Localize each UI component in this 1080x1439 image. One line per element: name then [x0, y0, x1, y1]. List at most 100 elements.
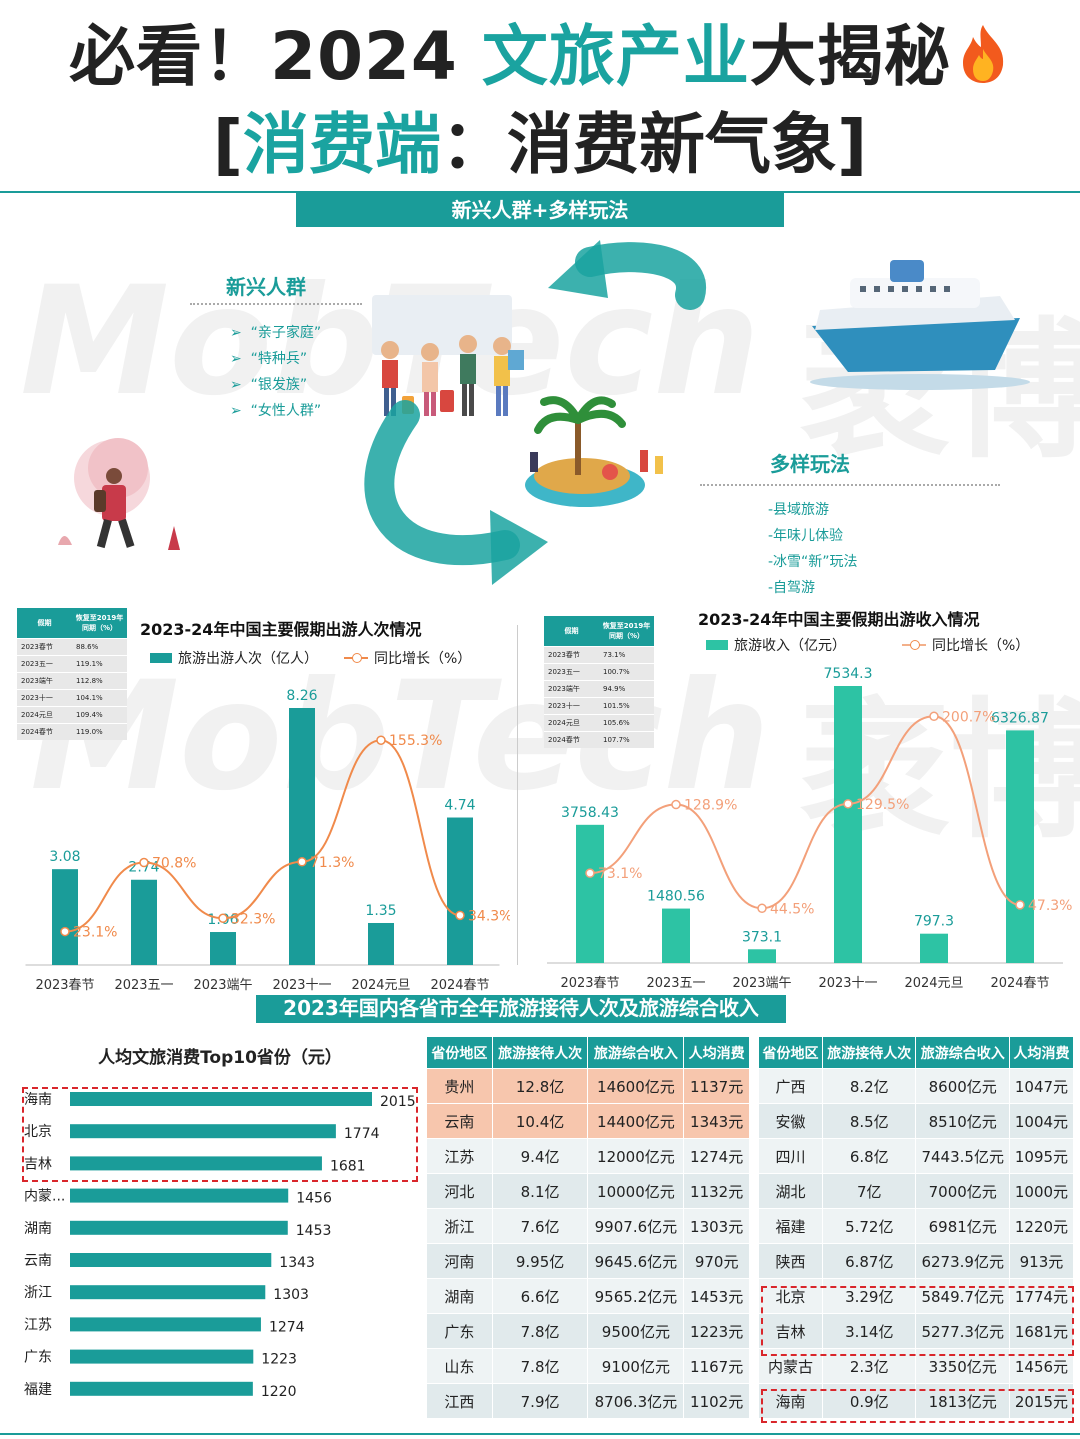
table-cell: 94.9%	[599, 679, 654, 697]
bar-value-label: 7534.3	[824, 666, 873, 682]
table-cell: 7.6亿	[491, 1208, 589, 1244]
bar	[834, 686, 862, 963]
table-cell: 8600亿元	[915, 1068, 1010, 1104]
page-subtitle: [消费端：消费新气象]	[0, 100, 1080, 190]
table-row: 2023十一 101.5%	[544, 696, 654, 714]
table-cell: 9500亿元	[587, 1313, 685, 1349]
table-header: 省份地区	[757, 1036, 824, 1069]
table-row: 山东 7.8亿 9100亿元 1167元	[426, 1348, 750, 1384]
table-cell: 14400亿元	[587, 1103, 685, 1139]
play-list: -县域旅游 -年味儿体验 -冰雪“新”玩法 -自驾游	[768, 497, 858, 601]
table-row: 2023端午 94.9%	[544, 679, 654, 697]
dotted-divider	[190, 303, 362, 305]
section-banner: 新兴人群+多样玩法	[296, 193, 784, 227]
table-cell: 105.6%	[599, 713, 654, 731]
growth-point	[757, 903, 767, 914]
table-row: 广西 8.2亿 8600亿元 1047元	[757, 1068, 1075, 1104]
island-illustration	[525, 396, 663, 507]
table-row: 四川 6.8亿 7443.5亿元 1095元	[757, 1138, 1075, 1174]
table-cell: 2023春节	[17, 637, 72, 655]
chart2-legend: 旅游收入（亿元） 同比增长（%）	[706, 635, 1029, 655]
table-cell: 江苏	[426, 1138, 493, 1174]
table-cell: 2023五一	[544, 662, 599, 680]
y-tick-label: 福建	[24, 1382, 52, 1398]
table-cell: 9565.2亿元	[587, 1278, 685, 1314]
x-tick-label: 2024元旦	[351, 978, 410, 993]
table-cell: 2024春节	[544, 730, 599, 748]
highlight-box	[22, 1087, 418, 1182]
table-cell: 山东	[426, 1348, 493, 1384]
y-tick-label: 海南	[24, 1092, 52, 1108]
table-row: 贵州 12.8亿 14600亿元 1137元	[426, 1068, 750, 1104]
table-header: 假期	[544, 616, 599, 646]
growth-point	[1015, 900, 1025, 910]
table-cell: 9.4亿	[491, 1138, 589, 1174]
x-tick-label: 2023五一	[646, 976, 705, 991]
list-item-text: “银发族”	[250, 377, 308, 393]
bar	[70, 1092, 372, 1106]
table-row: 福建 5.72亿 6981亿元 1220元	[757, 1208, 1075, 1244]
table-cell: 1137元	[683, 1068, 750, 1104]
table-cell: 9.95亿	[491, 1243, 589, 1279]
list-item: ➢ “女性人群”	[230, 403, 322, 419]
table-header: 假期	[17, 608, 72, 638]
table-cell: 9100亿元	[587, 1348, 685, 1384]
table-cell: 广西	[757, 1068, 824, 1104]
table-header: 旅游综合收入	[915, 1036, 1010, 1069]
table-cell: 5849.7亿元	[915, 1278, 1010, 1314]
divider	[0, 1433, 1080, 1435]
bar-value-label: 1774	[344, 1126, 380, 1142]
cycle-arrows-icon	[364, 240, 706, 585]
list-item: -年味儿体验	[768, 528, 844, 544]
table-cell: 吉林	[757, 1313, 824, 1349]
table-cell: 12.8亿	[491, 1068, 589, 1104]
table-row: 广东 7.8亿 9500亿元 1223元	[426, 1313, 750, 1349]
bar-value-label: 1453	[296, 1223, 332, 1239]
table-cell: 8706.3亿元	[587, 1383, 685, 1419]
bar	[70, 1317, 261, 1332]
hbar-title: 人均文旅消费Top10省份（元）	[98, 1048, 342, 1068]
x-tick-label: 2023端午	[732, 976, 791, 991]
table-header: 旅游综合收入	[587, 1036, 685, 1069]
table-cell: 2023端午	[17, 671, 72, 689]
bar	[1006, 730, 1034, 963]
subtitle-rest: ：消费新气象]	[441, 106, 868, 183]
growth-value-label: 70.8%	[152, 856, 196, 872]
table-cell: 9907.6亿元	[587, 1208, 685, 1244]
table-row: 云南 10.4亿 14400亿元 1343元	[426, 1103, 750, 1139]
bar-value-label: 6326.87	[991, 710, 1049, 726]
list-item: ➢ “亲子家庭”	[230, 325, 322, 341]
table-cell: 1220元	[1008, 1208, 1075, 1244]
bar	[70, 1220, 288, 1235]
table-cell: 5277.3亿元	[915, 1313, 1010, 1349]
table-row: 2024春节 119.0%	[17, 722, 127, 740]
table-cell: 3.29亿	[822, 1278, 917, 1314]
table-header: 人均消费	[1008, 1036, 1075, 1069]
legend-line-swatch	[344, 653, 368, 663]
chart-separator	[517, 625, 518, 965]
fire-icon	[962, 25, 1004, 83]
legend-label: 旅游收入（亿元）	[734, 638, 846, 654]
table-cell: 2024元旦	[17, 705, 72, 723]
growth-value-label: 200.7%	[942, 709, 995, 725]
table-cell: 2024元旦	[544, 713, 599, 731]
list-item-text: “女性人群”	[250, 403, 322, 419]
growth-point	[929, 711, 939, 722]
table-cell: 云南	[426, 1103, 493, 1139]
growth-line	[64, 739, 461, 933]
bar-value-label: 1.35	[365, 903, 396, 919]
table-cell: 河南	[426, 1243, 493, 1279]
table-cell: 913元	[1008, 1243, 1075, 1279]
growth-point	[218, 913, 228, 923]
table-row: 湖南 6.6亿 9565.2亿元 1453元	[426, 1278, 750, 1314]
table-cell: 1274元	[683, 1138, 750, 1174]
table-cell: 10000亿元	[587, 1173, 685, 1209]
legend-label: 同比增长（%）	[932, 638, 1030, 654]
chart3-svg: 海南 2015 北京 1774 吉林 1681 内蒙... 1456 湖南 1453 云南 1343 浙…	[24, 1092, 416, 1400]
table-cell: 1167元	[683, 1348, 750, 1384]
legend-bar-swatch	[150, 653, 172, 663]
table-row: 2023春节 88.6%	[17, 637, 127, 655]
table-cell: 8510亿元	[915, 1103, 1010, 1139]
table-cell: 1681元	[1008, 1313, 1075, 1349]
growth-value-label: 47.3%	[1028, 898, 1072, 914]
